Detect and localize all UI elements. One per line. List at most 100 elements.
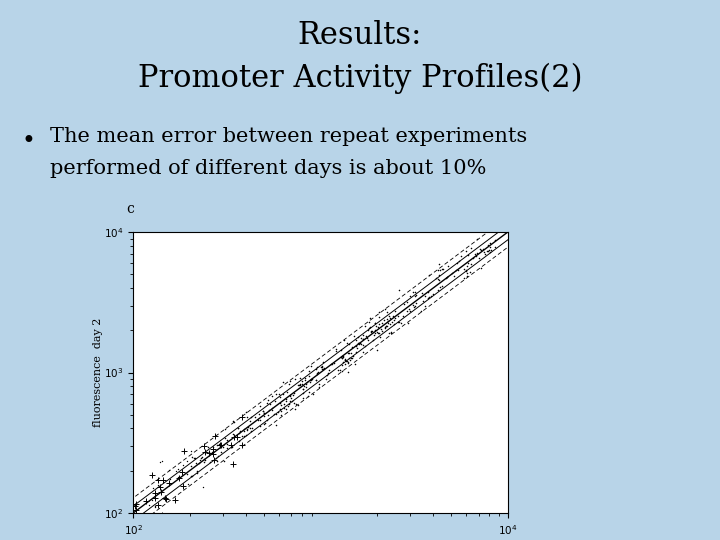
Point: [149, 503, 161, 512]
Point: [263, 410, 274, 419]
Point: [228, 417, 239, 426]
Point: [492, 226, 504, 235]
Point: [182, 480, 194, 488]
Point: [337, 353, 348, 362]
Point: [236, 441, 248, 449]
Point: [199, 442, 210, 450]
Point: [380, 321, 392, 330]
Point: [209, 455, 220, 464]
Point: [313, 383, 325, 391]
Point: [232, 433, 243, 442]
Point: [289, 399, 300, 407]
Point: [240, 430, 251, 439]
Point: [430, 274, 441, 283]
Point: [255, 401, 266, 410]
Point: [246, 413, 257, 421]
Point: [284, 397, 296, 406]
Point: [266, 406, 277, 414]
Point: [369, 326, 380, 334]
Point: [339, 360, 351, 368]
Point: [253, 410, 265, 419]
Point: [130, 500, 142, 508]
Point: [386, 328, 397, 336]
Point: [283, 400, 294, 408]
Point: [177, 461, 189, 470]
Point: [163, 479, 175, 488]
Point: [189, 454, 200, 462]
Point: [242, 422, 253, 431]
Point: [452, 265, 464, 274]
Point: [423, 293, 435, 301]
Point: [343, 368, 354, 377]
Point: [207, 442, 218, 451]
Point: [258, 411, 270, 420]
Point: [192, 467, 203, 476]
Point: [369, 328, 380, 337]
Point: [355, 340, 366, 349]
Point: [434, 283, 446, 292]
Point: [373, 313, 384, 321]
Point: [238, 427, 250, 436]
Point: [233, 437, 245, 445]
Point: [266, 404, 278, 413]
Point: [372, 322, 383, 331]
Point: [344, 356, 356, 364]
Point: [427, 289, 438, 298]
Point: [300, 383, 312, 391]
Point: [384, 329, 395, 338]
Point: [485, 248, 496, 256]
Point: [214, 442, 225, 450]
Point: [172, 472, 184, 481]
Point: [207, 448, 219, 456]
Point: [257, 407, 269, 415]
Point: [341, 357, 353, 366]
Point: [410, 291, 421, 299]
Point: [354, 338, 365, 347]
Point: [328, 359, 340, 367]
Point: [129, 502, 140, 510]
Point: [130, 536, 142, 540]
Point: [203, 449, 215, 458]
Point: [210, 432, 221, 441]
Point: [471, 249, 482, 258]
Point: [234, 427, 246, 435]
Point: [316, 364, 328, 373]
Point: [420, 292, 431, 300]
Point: [294, 381, 306, 389]
Point: [365, 327, 377, 336]
Point: [379, 323, 391, 332]
Point: [153, 481, 164, 489]
Point: [333, 366, 344, 374]
Point: [213, 440, 225, 448]
Point: [303, 367, 315, 375]
Point: [470, 252, 482, 260]
Point: [410, 301, 421, 310]
Point: [246, 427, 257, 435]
Point: [472, 235, 483, 244]
Point: [300, 375, 311, 384]
Point: [311, 370, 323, 379]
Point: [250, 413, 261, 421]
Point: [357, 334, 369, 343]
Point: [351, 336, 362, 345]
Point: [460, 267, 472, 275]
Point: [437, 265, 449, 274]
Point: [348, 332, 359, 341]
Point: [337, 358, 348, 367]
Point: [360, 332, 372, 340]
Point: [185, 461, 197, 470]
Point: [373, 320, 384, 328]
Point: [278, 403, 289, 412]
Point: [156, 511, 168, 519]
Point: [489, 243, 500, 252]
Point: [156, 488, 167, 497]
Point: [461, 247, 472, 255]
Point: [307, 390, 319, 399]
Text: performed of different days is about 10%: performed of different days is about 10%: [50, 159, 487, 178]
Point: [446, 269, 458, 278]
Point: [484, 242, 495, 251]
Point: [338, 352, 349, 360]
Point: [341, 339, 353, 348]
Point: [305, 376, 317, 384]
Point: [301, 378, 312, 387]
